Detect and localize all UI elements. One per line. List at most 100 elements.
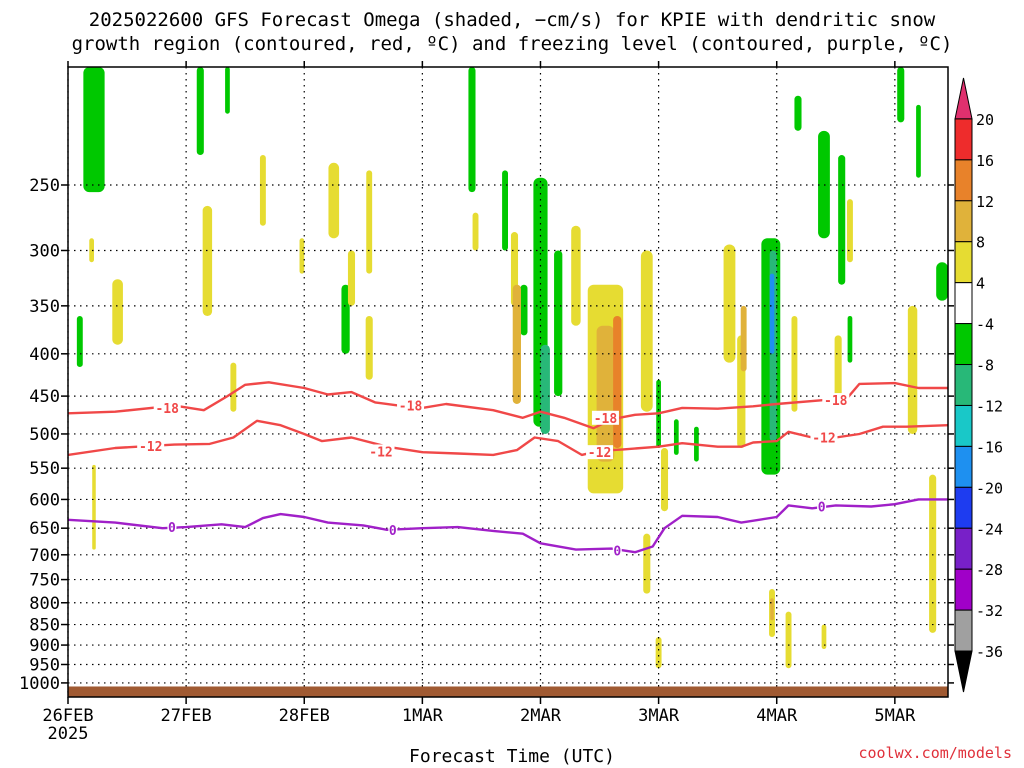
omega-patch [643, 533, 651, 594]
omega-patch [512, 284, 521, 405]
colorbar-swatch [954, 364, 973, 406]
omega-patch [821, 624, 827, 650]
axes: 2503003504004505005506006507007508008509… [19, 61, 954, 744]
x-tick-label: 1MAR [402, 706, 444, 726]
y-tick-label: 500 [29, 425, 60, 445]
colorbar-swatch [954, 445, 973, 488]
contour-line-0 [67, 498, 948, 554]
ground-surface [68, 686, 948, 697]
x-tick-label: 27FEB [161, 706, 212, 726]
contour-label: 0 [168, 521, 176, 536]
contour-line-minus-18 [67, 381, 948, 430]
contour-label-bg [397, 398, 425, 413]
x-tick-label: 26FEB [42, 706, 93, 726]
omega-patch [596, 325, 615, 462]
y-tick-label: 650 [29, 519, 60, 539]
omega-patch [202, 205, 213, 316]
omega-patch [660, 448, 669, 512]
colorbar: 20 16 12 8 4 -4 -8 -12 -16 -20 -24 -28 -32 -36 [954, 77, 1003, 693]
omega-patch [230, 362, 237, 412]
colorbar-swatch [954, 527, 973, 570]
omega-patch [259, 155, 266, 226]
colorbar-swatch [954, 282, 973, 325]
omega-patch [769, 273, 775, 354]
colorbar-label: 8 [976, 234, 985, 252]
omega-patch [613, 315, 622, 449]
colorbar-label: 12 [976, 193, 994, 211]
colorbar-swatch [954, 159, 973, 202]
omega-patch [834, 335, 842, 405]
contour-label-bg [591, 410, 619, 425]
omega-shading-layer [76, 67, 948, 669]
omega-patch [785, 611, 792, 669]
colorbar-label: -4 [976, 316, 994, 334]
omega-patch [341, 284, 350, 354]
omega-patch [740, 305, 747, 372]
x-tick-label: 3MAR [638, 706, 680, 726]
contour-label: -12 [369, 445, 392, 460]
omega-patch [655, 636, 662, 669]
contour-label: -18 [399, 400, 423, 415]
colorbar-label: -16 [976, 438, 1003, 456]
omega-patch [791, 315, 798, 412]
omega-patch [472, 212, 479, 251]
colorbar-label: 16 [976, 152, 994, 170]
colorbar-swatch [954, 568, 973, 611]
contour-label: 0 [613, 545, 621, 560]
chart-title-line-2: growth region (contoured, red, ºC) and f… [71, 33, 953, 55]
omega-patch [502, 170, 508, 251]
x-tick-label: 5MAR [874, 706, 916, 726]
omega-patch [929, 474, 937, 633]
x-axis-label: Forecast Time (UTC) [409, 746, 615, 767]
colorbar-top-arrow [954, 77, 973, 120]
contour-label: -18 [594, 412, 618, 427]
y-tick-label: 700 [29, 546, 60, 566]
omega-patch [554, 250, 563, 397]
contour-label: -18 [824, 394, 848, 409]
colorbar-label: -28 [976, 561, 1003, 579]
omega-patch [112, 279, 123, 345]
omega-patch [571, 225, 581, 326]
contour-label-bg [817, 499, 827, 514]
omega-patch [299, 238, 305, 274]
contour-label: 0 [389, 524, 397, 539]
y-tick-label: 1000 [19, 674, 60, 694]
omega-patch [723, 244, 736, 363]
contour-label-bg [612, 543, 622, 558]
site-credit[interactable]: coolwx.com/models [858, 744, 1012, 762]
omega-patch [365, 315, 373, 380]
x-tick-label: 4MAR [756, 706, 798, 726]
omega-patch [225, 67, 230, 114]
omega-patch [540, 344, 550, 434]
colorbar-label: -12 [976, 397, 1003, 415]
colorbar-swatch [954, 241, 973, 284]
y-tick-label: 750 [29, 571, 60, 591]
colorbar-swatch [954, 486, 973, 529]
colorbar-label: -8 [976, 357, 994, 375]
omega-patch [838, 155, 846, 285]
omega-patch [520, 284, 528, 336]
omega-patch [89, 238, 94, 263]
ground-strip [68, 686, 948, 697]
y-tick-label: 350 [29, 297, 60, 317]
omega-patch [76, 315, 83, 368]
colorbar-swatch [954, 323, 973, 366]
omega-patch [92, 464, 96, 550]
contour-line-minus-12 [67, 419, 949, 457]
omega-patch [847, 199, 853, 263]
omega-patch [196, 67, 204, 156]
y-tick-label: 850 [29, 616, 60, 636]
omega-patch [640, 250, 653, 412]
plot-frame [67, 66, 949, 698]
contour-label-bg [388, 522, 398, 537]
y-tick-label: 800 [29, 594, 60, 614]
x-tick-label: 2MAR [520, 706, 562, 726]
colorbar-label: 20 [976, 111, 994, 129]
contour-label-bg [586, 445, 614, 460]
omega-patch [907, 305, 918, 434]
contour-label: -12 [812, 432, 835, 447]
colorbar-swatch [954, 609, 973, 652]
omega-patch [328, 162, 340, 239]
colorbar-label: 4 [976, 275, 985, 293]
